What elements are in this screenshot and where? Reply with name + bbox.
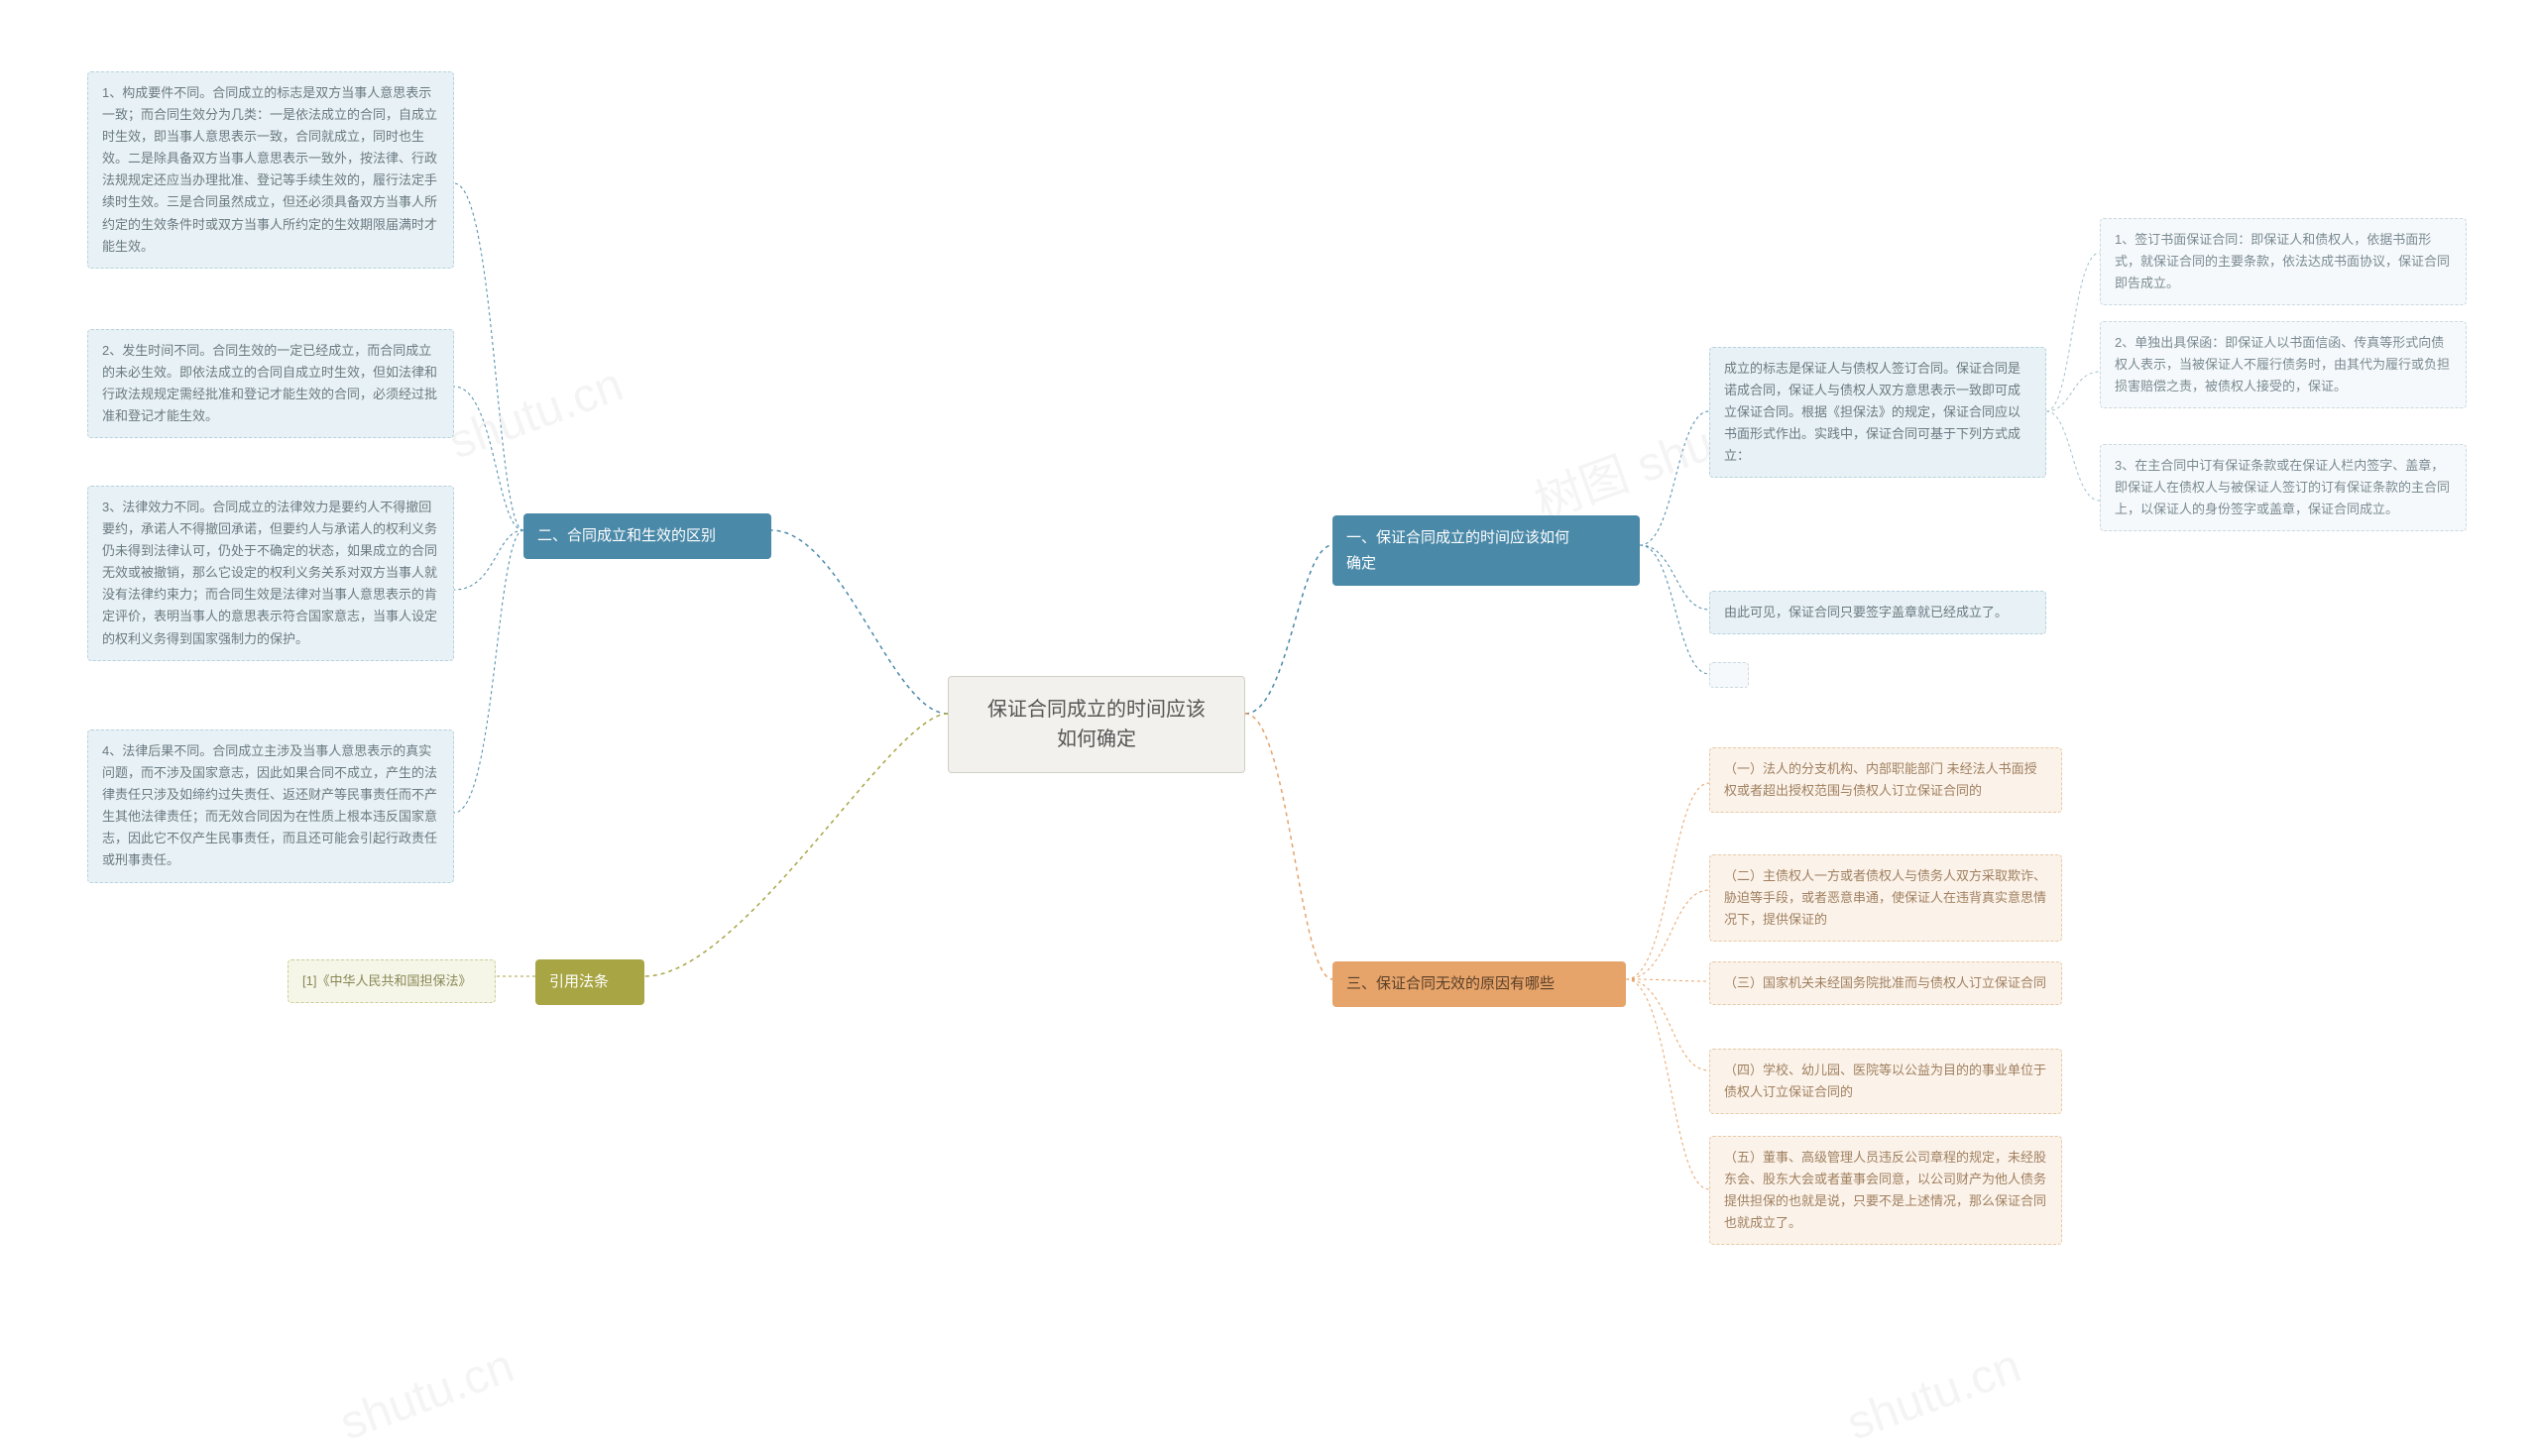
center-label: 保证合同成立的时间应该 如何确定 [987,699,1206,750]
watermark: shutu.cn [442,358,630,471]
watermark: shutu.cn [1840,1339,2027,1452]
leaf-1-1[interactable]: 1、签订书面保证合同：即保证人和债权人，依据书面形式，就保证合同的主要条款，依法… [2100,218,2467,305]
leaf-3-4[interactable]: （四）学校、幼儿园、医院等以公益为目的的事业单位于债权人订立保证合同的 [1709,1049,2062,1114]
leaf-3-5[interactable]: （五）董事、高级管理人员违反公司章程的规定，未经股东会、股东大会或者董事会同意，… [1709,1136,2062,1245]
branch-3-label: 三、保证合同无效的原因有哪些 [1346,975,1555,992]
leaf-4-1[interactable]: [1]《中华人民共和国担保法》 [288,959,496,1003]
leaf-3-5-text: （五）董事、高级管理人员违反公司章程的规定，未经股东会、股东大会或者董事会同意，… [1724,1150,2046,1230]
sub-1-1[interactable]: 成立的标志是保证人与债权人签订合同。保证合同是诺成合同，保证人与债权人双方意思表… [1709,347,2046,478]
leaf-4-1-text: [1]《中华人民共和国担保法》 [302,973,471,988]
leaf-1-2-text: 2、单独出具保函：即保证人以书面信函、传真等形式向债权人表示，当被保证人不履行债… [2115,335,2450,393]
branch-2-label: 二、合同成立和生效的区别 [537,527,716,544]
sub-1-empty[interactable] [1709,662,1749,688]
branch-1-label: 一、保证合同成立的时间应该如何 确定 [1346,529,1569,572]
leaf-2-4[interactable]: 4、法律后果不同。合同成立主涉及当事人意思表示的真实问题，而不涉及国家意志，因此… [87,729,454,883]
leaf-3-4-text: （四）学校、幼儿园、医院等以公益为目的的事业单位于债权人订立保证合同的 [1724,1063,2046,1099]
leaf-2-4-text: 4、法律后果不同。合同成立主涉及当事人意思表示的真实问题，而不涉及国家意志，因此… [102,743,437,867]
leaf-2-1[interactable]: 1、构成要件不同。合同成立的标志是双方当事人意思表示一致；而合同生效分为几类：一… [87,71,454,269]
leaf-3-2-text: （二）主债权人一方或者债权人与债务人双方采取欺诈、胁迫等手段，或者恶意串通，使保… [1724,868,2046,927]
leaf-3-1-text: （一）法人的分支机构、内部职能部门 未经法人书面授权或者超出授权范围与债权人订立… [1724,761,2037,798]
leaf-3-2[interactable]: （二）主债权人一方或者债权人与债务人双方采取欺诈、胁迫等手段，或者恶意串通，使保… [1709,854,2062,942]
leaf-2-2-text: 2、发生时间不同。合同生效的一定已经成立，而合同成立的未必生效。即依法成立的合同… [102,343,437,423]
branch-4[interactable]: 引用法条 [535,959,644,1005]
leaf-2-1-text: 1、构成要件不同。合同成立的标志是双方当事人意思表示一致；而合同生效分为几类：一… [102,85,437,254]
leaf-3-1[interactable]: （一）法人的分支机构、内部职能部门 未经法人书面授权或者超出授权范围与债权人订立… [1709,747,2062,813]
branch-1[interactable]: 一、保证合同成立的时间应该如何 确定 [1332,515,1640,586]
leaf-2-3[interactable]: 3、法律效力不同。合同成立的法律效力是要约人不得撤回要约，承诺人不得撤回承诺，但… [87,486,454,661]
leaf-2-3-text: 3、法律效力不同。合同成立的法律效力是要约人不得撤回要约，承诺人不得撤回承诺，但… [102,500,437,646]
watermark: shutu.cn [333,1339,520,1452]
leaf-1-2[interactable]: 2、单独出具保函：即保证人以书面信函、传真等形式向债权人表示，当被保证人不履行债… [2100,321,2467,408]
sub-1-2[interactable]: 由此可见，保证合同只要签字盖章就已经成立了。 [1709,591,2046,634]
branch-4-label: 引用法条 [549,973,609,990]
leaf-3-3[interactable]: （三）国家机关未经国务院批准而与债权人订立保证合同 [1709,961,2062,1005]
leaf-3-3-text: （三）国家机关未经国务院批准而与债权人订立保证合同 [1724,975,2046,990]
branch-3[interactable]: 三、保证合同无效的原因有哪些 [1332,961,1626,1007]
sub-1-2-text: 由此可见，保证合同只要签字盖章就已经成立了。 [1724,605,2008,619]
leaf-1-3[interactable]: 3、在主合同中订有保证条款或在保证人栏内签字、盖章，即保证人在债权人与被保证人签… [2100,444,2467,531]
leaf-1-1-text: 1、签订书面保证合同：即保证人和债权人，依据书面形式，就保证合同的主要条款，依法… [2115,232,2450,290]
leaf-2-2[interactable]: 2、发生时间不同。合同生效的一定已经成立，而合同成立的未必生效。即依法成立的合同… [87,329,454,438]
branch-2[interactable]: 二、合同成立和生效的区别 [523,513,771,559]
sub-1-1-text: 成立的标志是保证人与债权人签订合同。保证合同是诺成合同，保证人与债权人双方意思表… [1724,361,2020,463]
leaf-1-3-text: 3、在主合同中订有保证条款或在保证人栏内签字、盖章，即保证人在债权人与被保证人签… [2115,458,2450,516]
center-node[interactable]: 保证合同成立的时间应该 如何确定 [948,676,1245,773]
